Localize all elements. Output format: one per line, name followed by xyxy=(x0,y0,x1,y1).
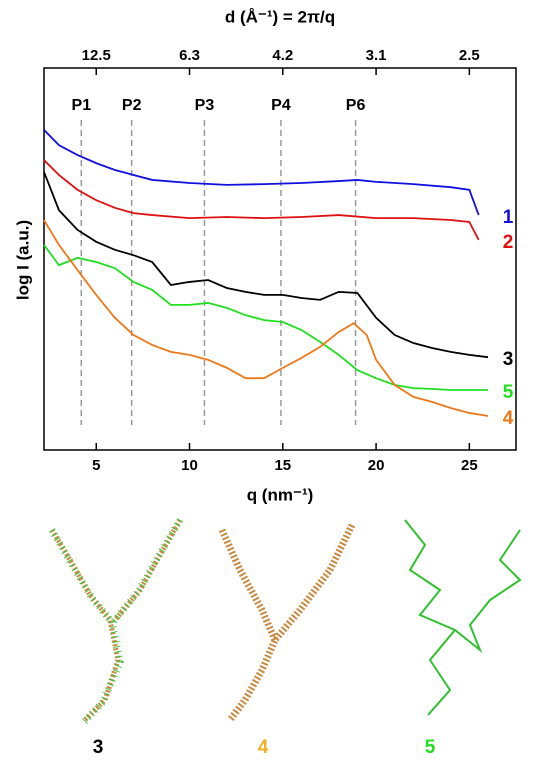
x-tick-label: 20 xyxy=(368,457,385,474)
top-tick-label: 6.3 xyxy=(179,47,200,64)
series-line xyxy=(43,244,489,391)
structure-4 xyxy=(218,523,356,723)
structure-label: 3 xyxy=(93,737,104,758)
top-axis-title: d (Å⁻¹) = 2π/q xyxy=(225,7,335,26)
series-label: 2 xyxy=(503,232,514,253)
series-line xyxy=(43,219,489,417)
structure-3 xyxy=(48,518,184,725)
structure-shape xyxy=(113,518,183,622)
plot-frame xyxy=(43,67,517,451)
peak-label: P6 xyxy=(346,97,366,114)
structure-shape xyxy=(454,529,522,654)
x-tick-label: 10 xyxy=(181,457,198,474)
structure-shape xyxy=(218,528,279,642)
series-label: 3 xyxy=(503,349,514,370)
peak-label: P2 xyxy=(122,97,142,114)
structure-shape xyxy=(227,523,356,723)
structure-5 xyxy=(404,519,522,716)
y-axis-title: log I (a.u.) xyxy=(13,220,32,300)
series-line xyxy=(43,129,480,216)
series-label: 5 xyxy=(503,382,514,403)
peak-label: P1 xyxy=(72,97,92,114)
series-label: 4 xyxy=(503,408,514,429)
top-tick-label: 3.1 xyxy=(366,47,387,64)
peak-label: P3 xyxy=(195,97,215,114)
x-tick-label: 15 xyxy=(274,457,291,474)
structure-shape xyxy=(48,528,124,725)
series-line xyxy=(43,159,480,241)
peak-label: P4 xyxy=(271,97,291,114)
structure-shape xyxy=(404,519,457,716)
series-line xyxy=(43,171,489,359)
top-tick-label: 12.5 xyxy=(82,47,111,64)
x-tick-label: 5 xyxy=(92,457,100,474)
top-tick-label: 2.5 xyxy=(459,47,480,64)
structure-label: 5 xyxy=(425,737,436,758)
x-tick-label: 25 xyxy=(461,457,478,474)
structure-shape xyxy=(49,528,121,722)
top-tick-label: 4.2 xyxy=(272,47,293,64)
x-axis-title: q (nm⁻¹) xyxy=(247,485,314,504)
series-label: 1 xyxy=(503,207,514,228)
structure-label: 4 xyxy=(258,737,269,758)
